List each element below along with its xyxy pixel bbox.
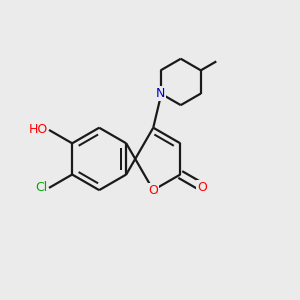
Text: O: O bbox=[197, 181, 207, 194]
Text: N: N bbox=[156, 87, 165, 100]
Text: Cl: Cl bbox=[36, 182, 48, 194]
Text: HO: HO bbox=[28, 123, 48, 136]
Text: O: O bbox=[148, 184, 158, 196]
